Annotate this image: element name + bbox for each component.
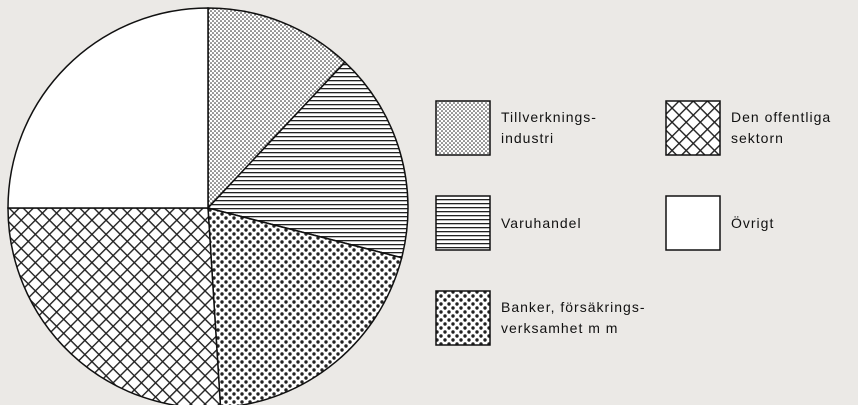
legend-item: Övrigt [665, 195, 774, 251]
legend-label: Den offentliga sektorn [731, 109, 832, 146]
pie-slice [207, 207, 403, 405]
swatch [435, 100, 491, 156]
swatch [435, 195, 491, 251]
swatch [435, 290, 491, 346]
legend-swatch [665, 100, 721, 156]
legend-item: Varuhandel [435, 195, 582, 251]
pie-slice [7, 207, 222, 405]
pie-slice [207, 7, 346, 210]
pie-slice [206, 61, 409, 259]
legend-swatch [435, 195, 491, 251]
legend-label: Tillverknings- industri [501, 109, 597, 146]
swatch [665, 100, 721, 156]
legend-item: Tillverknings- industri [435, 100, 597, 156]
legend-swatch [435, 290, 491, 346]
swatch [665, 195, 721, 251]
legend-item: Den offentliga sektorn [665, 100, 831, 156]
legend-label: Övrigt [731, 214, 775, 231]
legend-label: Banker, försäkrings- verksamhet m m [501, 299, 646, 336]
legend-label: Varuhandel [501, 214, 582, 231]
pie-slice [7, 7, 209, 209]
legend-swatch [665, 195, 721, 251]
legend-swatch [435, 100, 491, 156]
legend-item: Banker, försäkrings- verksamhet m m [435, 290, 646, 346]
